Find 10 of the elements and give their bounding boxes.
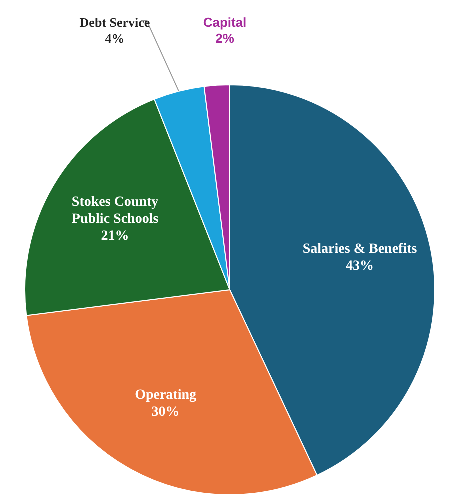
slice-label: Operating: [135, 388, 197, 403]
slice-label: Capital: [203, 15, 247, 30]
data-label: 43%: [346, 258, 374, 274]
data-label: 30%: [152, 404, 180, 420]
data-label: 4%: [105, 31, 125, 46]
slice-label: Debt Service: [80, 15, 150, 30]
data-label: 21%: [101, 229, 130, 244]
data-label: 2%: [216, 31, 235, 46]
slice-label: Stokes County Public Schools: [72, 195, 160, 228]
slice-label: Salaries & Benefits: [302, 242, 418, 257]
